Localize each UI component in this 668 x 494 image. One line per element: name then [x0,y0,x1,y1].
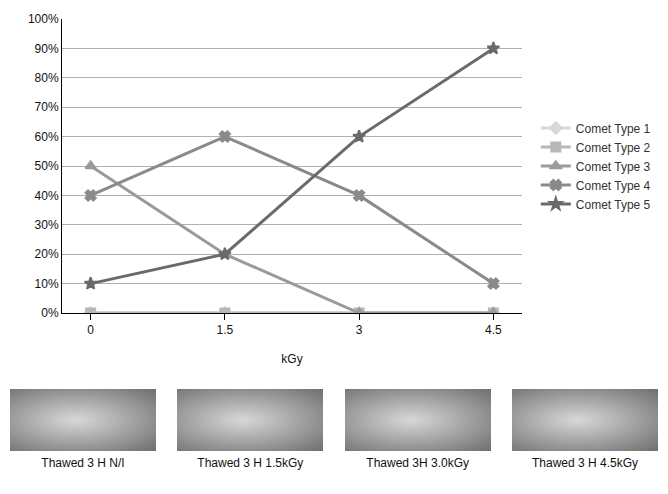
svg-text:50%: 50% [35,159,59,173]
html-text:Thawed 3 H 4.5kGy: Thawed 3 H 4.5kGy [532,456,638,470]
svg-text:Comet Type 4: Comet Type 4 [576,179,651,193]
svg-text:60%: 60% [35,130,59,144]
svg-text:30%: 30% [35,218,59,232]
svg-text:1.5: 1.5 [217,323,234,337]
svg-text:0: 0 [87,323,94,337]
svg-text:40%: 40% [35,189,59,203]
html-text:Thawed 3 H 1.5kGy: Thawed 3 H 1.5kGy [197,456,304,470]
svg-text:20%: 20% [35,247,59,261]
svg-text:70%: 70% [35,100,59,114]
svg-text:100%: 100% [28,12,59,26]
svg-text:Comet Type 1: Comet Type 1 [576,122,651,136]
svg-text:3: 3 [356,323,363,337]
html-text:Thawed 3H 3.0kGy: Thawed 3H 3.0kGy [366,456,469,470]
svg-text:4.5: 4.5 [485,323,502,337]
svg-text:Comet Type 3: Comet Type 3 [576,160,651,174]
svg-text:10%: 10% [35,277,59,291]
svg-text:90%: 90% [35,42,59,56]
svg-text:kGy: kGy [281,352,302,366]
svg-text:80%: 80% [35,71,59,85]
svg-text:Comet Type 2: Comet Type 2 [576,141,651,155]
html-text:Thawed 3 H N/I: Thawed 3 H N/I [41,456,125,470]
svg-text:0%: 0% [41,306,59,320]
svg-text:Comet Type 5: Comet Type 5 [576,198,651,212]
